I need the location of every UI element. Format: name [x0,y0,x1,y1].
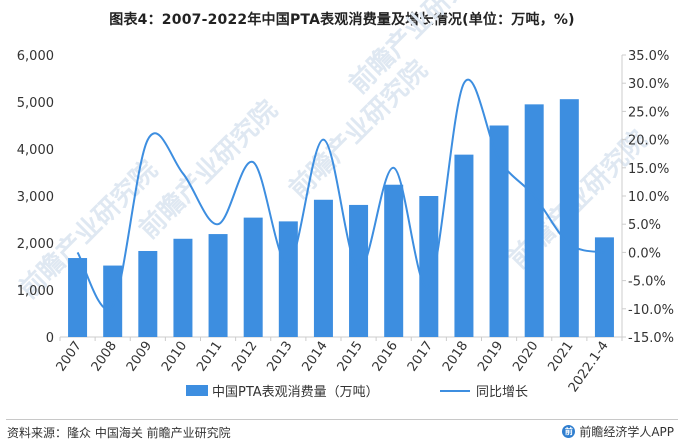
x-tick-label: 2021 [545,339,576,375]
bar [559,99,579,338]
x-tick-label: 2012 [229,339,260,375]
x-tick-label: 2007 [54,339,85,375]
chart-title: 图表4：2007-2022年中国PTA表观消费量及增长情况(单位：万吨，%) [109,12,575,28]
bar [419,196,439,337]
y-right-tick-label: 0.0% [628,246,661,261]
x-tick-label: 2020 [510,339,541,375]
bar [173,238,193,337]
x-tick-label: 2018 [440,339,471,375]
bar [103,265,123,337]
x-tick-label: 2010 [159,339,190,375]
y-right-tick-label: -15.0% [628,331,674,346]
y-right-tick-label: 30.0% [628,77,669,92]
footer-divider [6,419,678,420]
y-left-tick-label: 4,000 [17,143,54,158]
legend-line-label: 同比增长 [476,385,528,400]
x-tick-label: 2016 [370,339,401,375]
y-right-tick-label: 10.0% [628,190,669,205]
line-series [76,78,605,311]
growth-line [76,78,605,311]
x-tick-label: 2015 [335,339,366,375]
x-tick-label: 2019 [475,339,506,375]
y-left-tick-label: 2,000 [17,237,54,252]
legend-bar-swatch [186,385,208,396]
y-left-tick-label: 5,000 [17,96,54,111]
bar-series [68,99,614,338]
y-right-tick-label: -10.0% [628,303,674,318]
x-tick-label: 2017 [405,339,436,375]
y-right-tick-label: 15.0% [628,162,669,177]
watermark-layer: 前瞻产业研究院前瞻产业研究院前瞻产业研究院前瞻产业研究院前瞻产业研究院 [13,0,654,305]
bar [594,237,614,337]
y-right-tick-label: 35.0% [628,49,669,64]
y-left-tick-label: 0 [46,331,54,346]
y-left-tick-label: 3,000 [17,190,54,205]
brand-name: 前瞻经济学人APP [579,425,674,439]
y-right-tick-label: 25.0% [628,105,669,120]
source-note: 资料来源：隆众 中国海关 前瞻产业研究院 [7,426,231,440]
y-right-tick-label: -5.0% [628,275,666,290]
bar [313,199,333,337]
bar [384,184,404,337]
bar [524,104,544,337]
y-left-tick-label: 1,000 [17,284,54,299]
y-right-tick-label: 20.0% [628,134,669,149]
x-tick-label: 2013 [264,339,295,375]
y-left-tick-label: 6,000 [17,49,54,64]
bar [454,154,474,337]
bar [489,125,509,337]
bar [243,217,263,337]
x-tick-label: 2008 [89,339,120,375]
brand: 前 前瞻经济学人APP [562,423,674,440]
bar [278,221,298,337]
x-tick-label: 2009 [124,339,155,375]
legend: 中国PTA表观消费量（万吨） 同比增长 [186,385,528,400]
bar [138,250,158,337]
bar [349,204,369,337]
x-tick-label: 2011 [194,339,225,375]
brand-logo-icon: 前 [562,425,576,438]
legend-bar-label: 中国PTA表观消费量（万吨） [212,385,379,400]
x-tick-label: 2014 [299,339,330,375]
bar [208,234,228,337]
y-right-tick-label: 5.0% [628,218,661,233]
bar [68,258,88,337]
